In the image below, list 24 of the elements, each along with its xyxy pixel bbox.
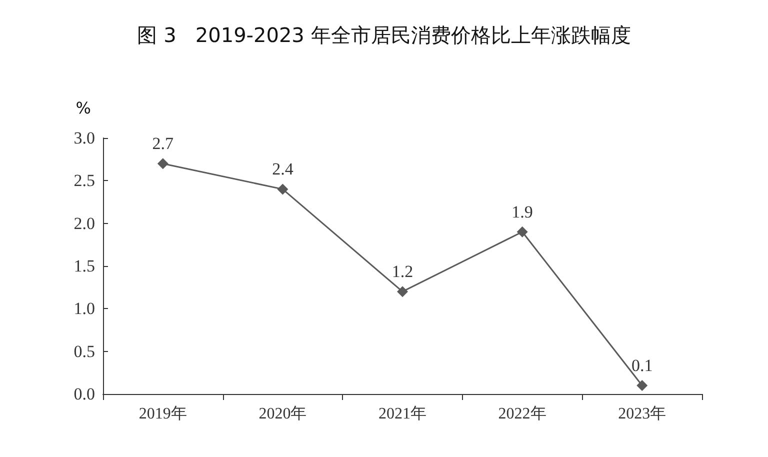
point bbox=[157, 158, 168, 170]
y-tick-label: 1.5 bbox=[74, 256, 95, 276]
data-label: 2.4 bbox=[272, 160, 294, 179]
y-tick-label: 2.5 bbox=[74, 171, 95, 190]
data-label: 1.2 bbox=[392, 262, 414, 282]
y-tick-label: 2.0 bbox=[74, 214, 95, 233]
chart-title: 图 3 2019-2023 年全市居民消费价格比上年涨跌幅度 bbox=[137, 23, 631, 47]
data-label: 2.7 bbox=[152, 134, 174, 154]
x-tick-label: 2020年 bbox=[258, 406, 307, 422]
y-axis-title: % bbox=[76, 98, 91, 118]
x-tick-label: 2023年 bbox=[618, 406, 666, 422]
y-tick-label: 1.0 bbox=[74, 299, 95, 318]
point bbox=[277, 184, 288, 195]
y-tick-label: 0.5 bbox=[74, 342, 95, 361]
x-tick-label: 2019年 bbox=[138, 406, 187, 422]
x-tick-label: 2021年 bbox=[378, 406, 426, 422]
point bbox=[516, 226, 528, 238]
point bbox=[397, 286, 408, 298]
data-label: 1.9 bbox=[512, 202, 533, 222]
point bbox=[636, 380, 648, 391]
y-tick-label: 0.0 bbox=[74, 384, 95, 404]
x-tick-label: 2022年 bbox=[498, 406, 546, 422]
y-tick-label: 3.0 bbox=[74, 128, 95, 148]
data-label: 0.1 bbox=[631, 356, 653, 375]
